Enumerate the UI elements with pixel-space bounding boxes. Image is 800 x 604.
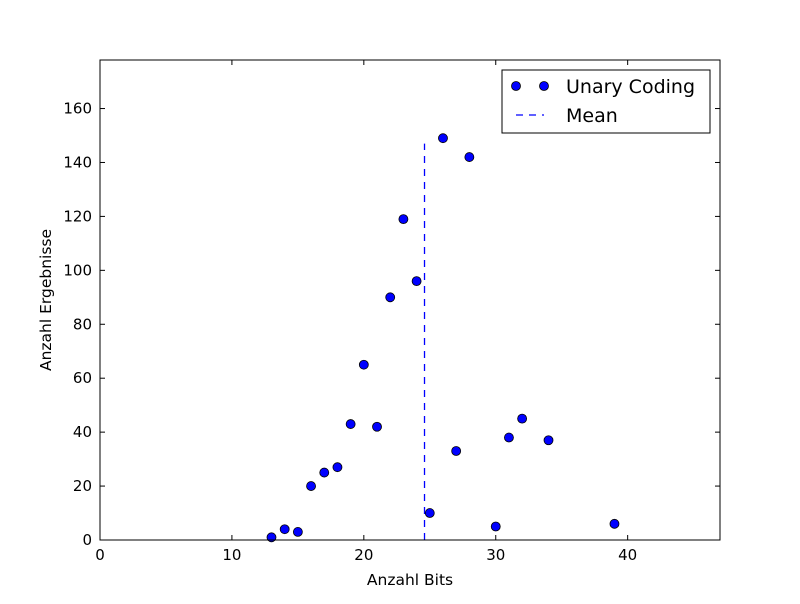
legend-label-unary-coding: Unary Coding	[566, 76, 695, 98]
data-point	[543, 435, 554, 446]
y-tick-label: 80	[73, 315, 92, 333]
data-point	[464, 152, 475, 162]
data-point	[398, 214, 409, 225]
data-point	[306, 481, 316, 491]
data-point	[345, 419, 356, 429]
data-point	[424, 508, 435, 518]
data-point	[279, 524, 290, 535]
legend-label-mean: Mean	[566, 105, 618, 127]
y-tick-label: 120	[63, 207, 92, 225]
data-point	[609, 518, 620, 529]
y-tick-label: 40	[73, 423, 92, 441]
data-point	[292, 527, 303, 537]
x-tick-label: 40	[618, 546, 637, 564]
x-tick-label: 20	[354, 546, 373, 564]
legend-box	[501, 69, 711, 134]
x-tick-label: 30	[486, 546, 505, 564]
y-axis-label: Anzahl Ergebnisse	[37, 229, 55, 371]
data-point	[517, 413, 528, 424]
x-tick-label: 10	[222, 546, 241, 564]
y-tick-label: 0	[82, 531, 92, 549]
y-tick-label: 60	[73, 369, 92, 387]
data-point	[319, 467, 330, 478]
plot-area-frame	[99, 59, 721, 541]
data-point	[504, 432, 514, 443]
data-point	[490, 521, 501, 532]
x-tick-label: 0	[95, 546, 105, 564]
data-point	[411, 276, 422, 287]
x-axis-label: Anzahl Bits	[367, 571, 453, 589]
data-point	[438, 133, 448, 144]
data-point	[372, 421, 382, 432]
y-tick-label: 160	[63, 100, 92, 118]
data-point	[385, 292, 396, 303]
data-point	[358, 359, 369, 370]
y-tick-label: 140	[63, 153, 92, 171]
legend: Unary Coding Mean	[501, 69, 711, 134]
data-point	[451, 446, 462, 456]
y-tick-label: 100	[63, 261, 92, 279]
legend-marker-unary-coding	[539, 81, 549, 91]
data-point	[332, 462, 343, 473]
legend-marker-unary-coding	[511, 81, 521, 91]
y-tick-label: 20	[73, 477, 92, 495]
